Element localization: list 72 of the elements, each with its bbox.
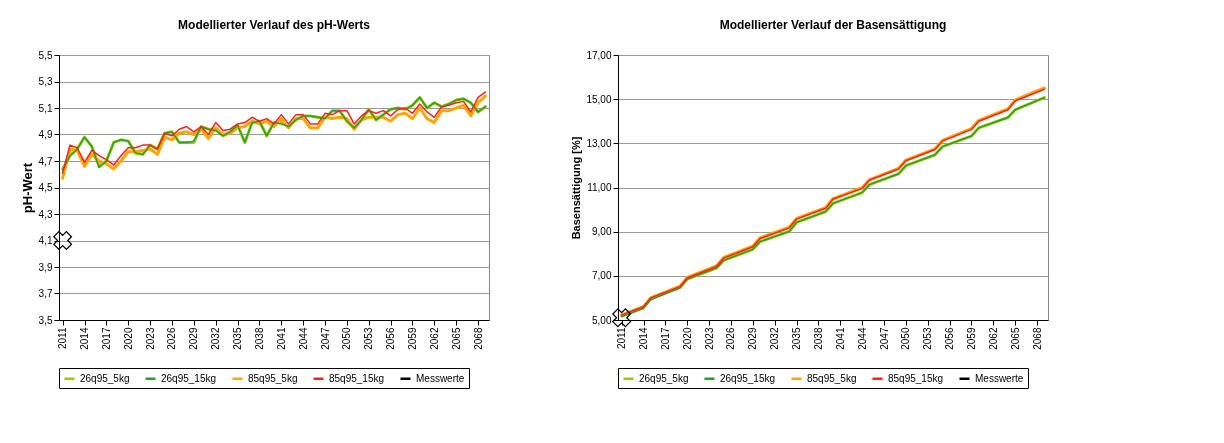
y-tick-label: 11,00 — [587, 182, 612, 193]
x-tick-label: 2056 — [385, 327, 397, 350]
x-tick-label: 2053 — [363, 327, 375, 350]
x-tick-label: 2056 — [944, 327, 956, 350]
x-tick-label: 2026 — [166, 327, 178, 350]
y-tick-label: 5,1 — [38, 102, 53, 114]
legend-label: Messwerte — [416, 372, 465, 384]
x-tick-label: 2065 — [1009, 327, 1021, 350]
y-tick-label: 3,7 — [38, 288, 53, 299]
x-tick-label: 2014 — [638, 327, 650, 350]
x-tick-label: 2032 — [769, 327, 781, 350]
y-tick-label: 15,00 — [586, 93, 612, 105]
x-tick-label: 2041 — [834, 327, 846, 350]
y-tick-label: 7,00 — [592, 270, 612, 282]
y-tick-label: 3,5 — [38, 314, 53, 326]
x-tick-label: 2017 — [659, 327, 671, 350]
legend-label: 85q95_15kg — [888, 372, 944, 384]
legend-label: Messwerte — [975, 372, 1024, 384]
x-tick-label: 2053 — [922, 327, 934, 350]
x-tick-label: 2011 — [616, 327, 628, 350]
x-tick-label: 2026 — [725, 327, 737, 350]
y-tick-label: 13,00 — [586, 137, 612, 149]
legend-label: 85q95_5kg — [807, 372, 857, 384]
x-tick-label: 2017 — [100, 327, 112, 350]
x-tick-label: 2023 — [703, 327, 715, 350]
legend-label: 26q95_15kg — [161, 372, 217, 384]
x-tick-label: 2029 — [188, 327, 200, 350]
x-tick-label: 2020 — [681, 327, 693, 350]
chart-title: Modellierter Verlauf der Basensättigung — [719, 18, 947, 32]
y-tick-label: 4,1 — [38, 235, 53, 246]
x-tick-label: 2044 — [856, 327, 868, 350]
x-tick-label: 2014 — [79, 327, 91, 350]
x-tick-label: 2062 — [428, 327, 440, 350]
x-tick-label: 2023 — [144, 327, 156, 350]
y-tick-label: 5,3 — [38, 76, 53, 87]
x-tick-label: 2047 — [878, 327, 890, 350]
y-axis-title: pH-Wert — [19, 162, 35, 214]
x-tick-label: 2059 — [965, 327, 977, 350]
legend-label: 26q95_5kg — [80, 372, 130, 384]
y-tick-label: 4,9 — [38, 129, 53, 140]
x-tick-label: 2050 — [900, 327, 912, 350]
x-tick-label: 2011 — [57, 327, 69, 350]
x-tick-label: 2038 — [253, 327, 265, 350]
y-tick-label: 5,5 — [38, 49, 53, 61]
legend-label: 85q95_5kg — [248, 372, 298, 384]
x-tick-label: 2041 — [275, 327, 287, 350]
x-tick-label: 2029 — [747, 327, 759, 350]
y-tick-label: 17,00 — [586, 49, 612, 61]
x-tick-label: 2059 — [406, 327, 418, 350]
x-tick-label: 2062 — [987, 327, 999, 350]
x-tick-label: 2047 — [319, 327, 331, 350]
legend-label: 85q95_15kg — [329, 372, 385, 384]
y-tick-label: 3,9 — [38, 261, 53, 273]
x-tick-label: 2068 — [1031, 327, 1043, 350]
legend-label: 26q95_15kg — [720, 372, 776, 384]
x-tick-label: 2038 — [812, 327, 824, 350]
x-tick-label: 2020 — [122, 327, 134, 350]
chart-title: Modellierter Verlauf des pH-Werts — [178, 18, 371, 32]
legend-label: 26q95_5kg — [639, 372, 689, 384]
y-tick-label: 4,7 — [38, 155, 53, 167]
y-tick-label: 5,00 — [592, 314, 612, 326]
x-tick-label: 2035 — [791, 327, 803, 350]
x-tick-label: 2035 — [232, 327, 244, 350]
x-tick-label: 2050 — [341, 327, 353, 350]
y-axis-title: Basensättigung [%] — [570, 136, 583, 240]
x-tick-label: 2065 — [450, 327, 462, 350]
y-tick-label: 4,3 — [38, 208, 53, 220]
y-tick-label: 9,00 — [592, 226, 612, 238]
x-tick-label: 2032 — [210, 327, 222, 350]
x-tick-label: 2044 — [297, 327, 309, 350]
y-tick-label: 4,5 — [38, 182, 53, 193]
x-tick-label: 2068 — [472, 327, 484, 350]
